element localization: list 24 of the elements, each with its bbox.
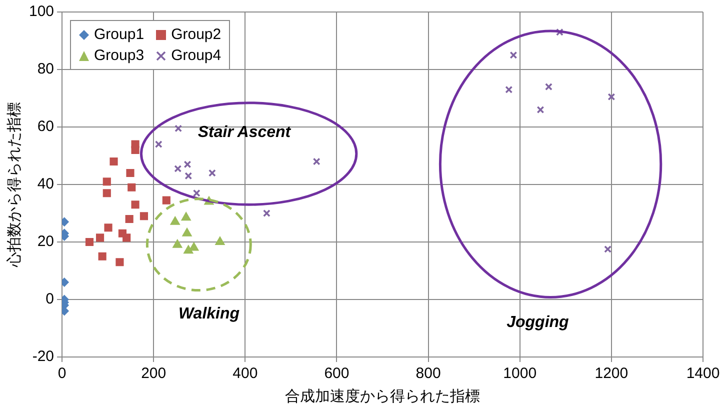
x-tick-label: 0 [58, 365, 66, 382]
x-tick-label: 1000 [503, 365, 537, 382]
y-tick-label: 80 [37, 60, 54, 78]
x-axis-title: 合成加速度から得られた指標 [285, 388, 480, 406]
annotation: Walking [178, 305, 240, 322]
y-tick-label: 100 [28, 3, 54, 20]
legend-label: Group3 [94, 47, 144, 64]
legend-label: Group1 [94, 26, 144, 43]
x-tick-label: 600 [324, 365, 350, 382]
x-tick-label: 1400 [686, 365, 720, 382]
y-tick-label: 60 [37, 118, 54, 136]
y-tick-label: 40 [37, 176, 54, 193]
annotation: Jogging [506, 314, 570, 331]
x-tick-label: 800 [416, 365, 441, 382]
legend-label: Group4 [171, 47, 222, 64]
annotation: Stair Ascent [198, 124, 292, 142]
y-tick-label: -20 [32, 348, 54, 366]
y-axis-title: 心拍数から得られた指標 [6, 102, 24, 268]
x-tick-label: 200 [141, 365, 166, 382]
x-tick-label: 400 [232, 365, 258, 382]
y-tick-label: 0 [46, 290, 54, 308]
x-tick-label: 1200 [594, 365, 628, 382]
legend-label: Group2 [171, 26, 222, 43]
y-tick-label: 20 [37, 233, 54, 250]
